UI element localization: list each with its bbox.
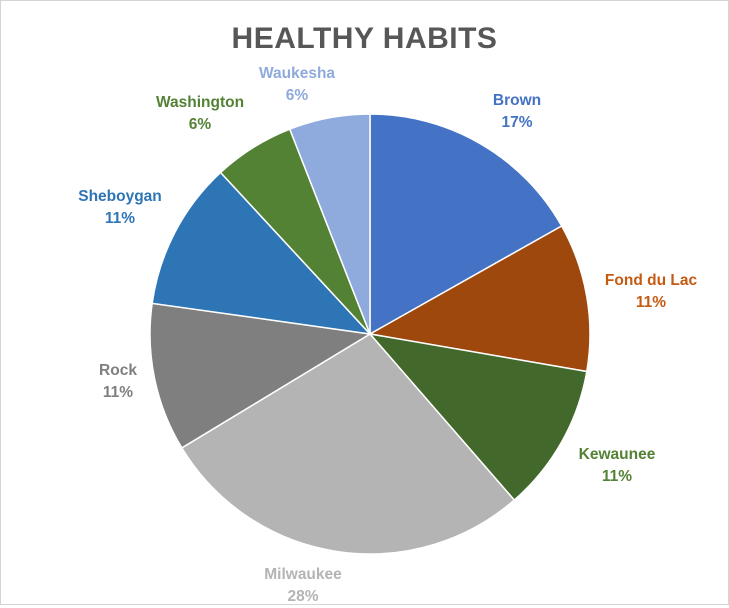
pie-slice-waukesha (288, 113, 371, 335)
pie-slices (149, 113, 591, 555)
pie-slice-fond-du-lac (367, 224, 591, 373)
slice-label-name: Milwaukee (264, 566, 342, 583)
slice-label-value: 11% (102, 384, 134, 401)
slice-label-fond-du-lac: Fond du Lac 11% (605, 270, 697, 314)
slice-label-brown: Brown 17% (493, 90, 541, 134)
pie-slice-kewaunee (368, 332, 588, 502)
pie-slice-brown (369, 113, 563, 336)
slice-label-kewaunee: Kewaunee 11% (579, 444, 656, 488)
slice-label-rock: Rock 11% (99, 360, 137, 404)
slice-label-sheboygan: Sheboygan 11% (78, 186, 162, 230)
pie-slice-rock (149, 302, 373, 449)
slice-label-name: Fond du Lac (604, 272, 698, 289)
slice-label-value: 28% (287, 588, 319, 605)
chart-title: HEALTHY HABITS (231, 22, 498, 55)
slice-label-name: Brown (492, 92, 542, 109)
slice-label-value: 17% (501, 114, 533, 131)
slice-label-washington: Washington 6% (156, 92, 244, 136)
slice-label-name: Waukesha (258, 65, 336, 82)
pie-slice-sheboygan (151, 171, 372, 336)
slice-label-name: Rock (99, 362, 137, 379)
slice-label-name: Washington (155, 94, 245, 111)
slice-label-milwaukee: Milwaukee 28% (264, 564, 342, 608)
slice-label-name: Sheboygan (78, 188, 162, 205)
slice-label-value: 6% (285, 87, 309, 104)
slice-label-waukesha: Waukesha 6% (259, 63, 335, 107)
slice-label-value: 6% (188, 116, 212, 133)
slice-label-value: 11% (601, 468, 633, 485)
slice-label-value: 11% (104, 210, 136, 227)
slice-label-name: Kewaunee (578, 446, 656, 463)
slice-label-value: 11% (635, 294, 667, 311)
pie-slice-milwaukee (180, 333, 516, 555)
